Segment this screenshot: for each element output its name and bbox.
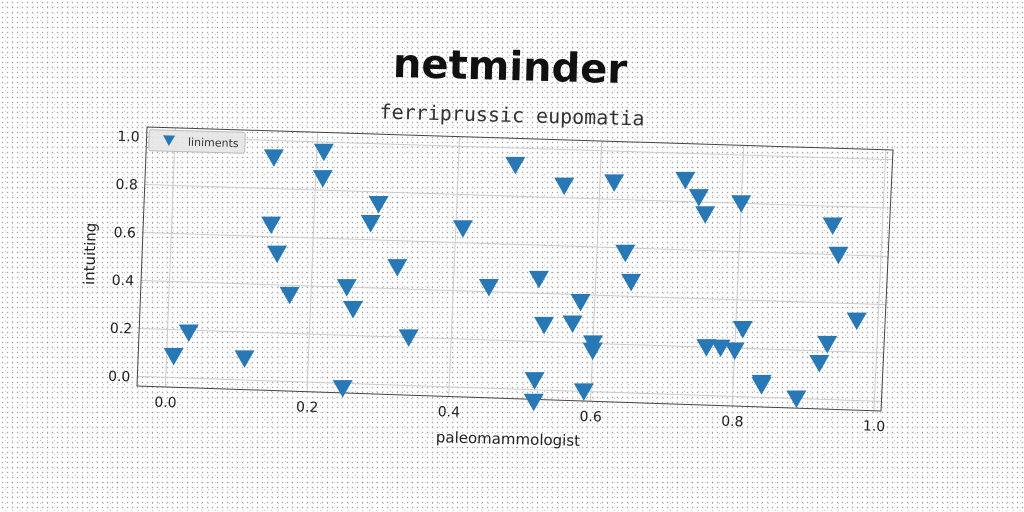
y-tick-label: 0.4: [112, 273, 135, 290]
page-title: netminder: [392, 41, 627, 93]
data-point: [554, 177, 575, 196]
legend: liniments: [148, 129, 246, 154]
grid-line-x: [873, 149, 887, 411]
data-point: [332, 380, 353, 398]
data-point: [710, 339, 731, 358]
grid-line-y: [146, 136, 893, 161]
data-point: [695, 206, 716, 224]
data-point: [342, 301, 363, 319]
grid-line-y: [141, 279, 886, 306]
y-tick-label: 0.2: [110, 321, 133, 338]
data-point: [786, 390, 807, 408]
data-point: [478, 278, 499, 297]
data-point: [312, 170, 333, 188]
data-point: [731, 195, 752, 213]
data-point: [279, 286, 300, 305]
grid-line-y: [142, 232, 889, 257]
data-point: [732, 321, 753, 339]
x-tick-label: 0.6: [579, 409, 602, 426]
chart-title: ferriprussic eupomatia: [379, 100, 644, 131]
data-point: [846, 312, 867, 331]
x-tick-label: 0.2: [296, 399, 319, 416]
data-point: [615, 244, 636, 263]
data-point: [524, 372, 545, 390]
grid: [137, 127, 893, 411]
data-point: [751, 377, 772, 395]
y-axis-label: intuiting: [80, 222, 100, 285]
y-tick-label: 0.0: [108, 369, 131, 386]
data-point: [688, 189, 709, 207]
data-point: [360, 214, 381, 233]
data-point: [573, 383, 594, 401]
data-point: [313, 143, 334, 162]
data-point: [534, 316, 555, 335]
data-point: [604, 174, 625, 192]
data-point: [267, 245, 288, 264]
data-point: [582, 342, 603, 361]
data-point: [263, 149, 284, 167]
x-tick-label: 0.0: [154, 395, 177, 412]
x-tick-label: 0.8: [721, 414, 744, 431]
grid-line-x: [448, 136, 461, 397]
data-point: [261, 216, 282, 235]
plot-frame: [136, 126, 894, 412]
data-point: [387, 259, 408, 277]
data-point: [368, 195, 389, 214]
x-tick-label: 1.0: [863, 418, 886, 435]
tick-labels: 0.0 0.0 0.2 0.2 0.4 0.4 0.6 0.6 0.8 0.8 1.0 1.0: [108, 129, 886, 435]
plot-area: 0.0 0.0 0.2 0.2 0.4 0.4 0.6 0.6 0.8 0.8 1.0 1.0 lin…: [108, 126, 894, 435]
data-point: [675, 171, 696, 190]
data-point: [528, 270, 549, 289]
data-point: [817, 335, 838, 354]
data-point: [809, 354, 830, 373]
grid-line-y: [139, 327, 884, 354]
data-point: [234, 350, 255, 368]
data-point: [505, 156, 526, 175]
data-point: [562, 315, 583, 333]
data-point: [178, 324, 199, 342]
scatter-series-liniments: [163, 143, 867, 412]
legend-marker: [163, 135, 176, 146]
grid-line-x: [731, 145, 745, 407]
grid-line-y: [137, 375, 882, 402]
data-point: [163, 348, 184, 366]
y-tick-label: 0.8: [115, 177, 138, 194]
y-tick-label: 0.6: [113, 225, 136, 242]
y-tick-label: 1.0: [117, 129, 140, 146]
grid-line-x: [164, 127, 176, 387]
data-point: [724, 342, 745, 361]
legend-label: liniments: [188, 136, 239, 150]
data-point: [828, 246, 849, 265]
data-point: [523, 393, 544, 412]
data-point: [452, 220, 473, 238]
data-point: [336, 279, 357, 297]
grid-line-x: [306, 132, 319, 392]
x-tick-label: 0.4: [438, 404, 461, 421]
grid-line-x: [589, 140, 603, 402]
x-axis-label: paleomammologist: [436, 428, 581, 450]
data-point: [398, 329, 419, 347]
data-point: [822, 217, 843, 236]
data-point: [621, 273, 642, 292]
data-point: [570, 293, 591, 312]
grid-line-y: [144, 184, 891, 209]
data-point: [696, 339, 717, 357]
